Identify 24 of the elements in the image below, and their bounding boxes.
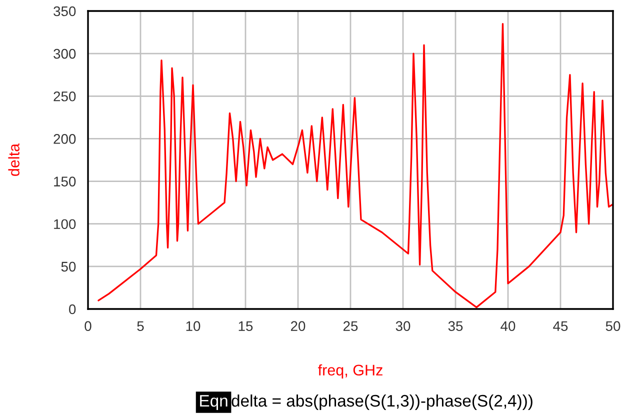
text: delta = abs(phase(S(1,3))-phase(S(2,4))) bbox=[232, 394, 532, 410]
y-tick-label: 300 bbox=[54, 48, 76, 59]
x-tick-label: 25 bbox=[343, 321, 358, 332]
x-tick-label: 30 bbox=[396, 321, 410, 332]
y-tick-label: 200 bbox=[54, 134, 76, 144]
y-tick-label: 50 bbox=[61, 262, 76, 272]
y-axis-title: delta bbox=[8, 143, 20, 176]
x-axis-title: freq, GHz bbox=[318, 364, 382, 379]
line-series bbox=[98, 22, 613, 308]
x-tick-label: 10 bbox=[186, 321, 200, 332]
y-tick-label: 100 bbox=[54, 219, 76, 230]
x-tick-label: 40 bbox=[500, 321, 516, 332]
y-tick-label: 350 bbox=[54, 6, 76, 16]
x-tick-label: 5 bbox=[137, 321, 144, 332]
x-tick-label: 0 bbox=[84, 321, 92, 332]
text: Eqn bbox=[200, 395, 228, 410]
x-tick-label: 35 bbox=[448, 321, 463, 332]
y-tick-label: 250 bbox=[54, 91, 76, 102]
y-tick-label: 150 bbox=[54, 176, 76, 186]
x-tick-label: 15 bbox=[238, 321, 253, 332]
x-tick-label: 45 bbox=[553, 321, 568, 332]
x-tick-label: 50 bbox=[606, 321, 620, 332]
y-tick-label: 0 bbox=[69, 304, 76, 314]
x-tick-label: 20 bbox=[290, 321, 306, 332]
